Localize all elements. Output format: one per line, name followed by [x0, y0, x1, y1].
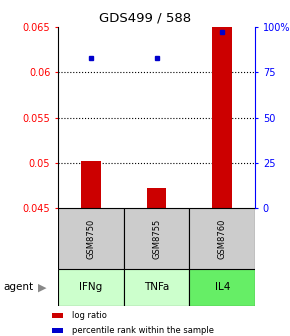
- Bar: [147, 188, 166, 208]
- Text: TNFa: TNFa: [144, 282, 169, 292]
- Bar: [124, 269, 189, 306]
- Bar: [58, 269, 124, 306]
- Text: GDS499 / 588: GDS499 / 588: [99, 12, 191, 25]
- Bar: [189, 269, 255, 306]
- Text: percentile rank within the sample: percentile rank within the sample: [72, 326, 214, 335]
- Bar: [81, 161, 101, 208]
- Text: GSM8750: GSM8750: [86, 218, 95, 259]
- Text: IL4: IL4: [215, 282, 230, 292]
- Text: ▶: ▶: [38, 282, 46, 292]
- Text: IFNg: IFNg: [79, 282, 102, 292]
- Text: agent: agent: [3, 282, 33, 292]
- Bar: [52, 328, 63, 333]
- Text: log ratio: log ratio: [72, 311, 107, 320]
- Bar: [189, 208, 255, 269]
- Bar: [124, 208, 189, 269]
- Bar: [213, 27, 232, 208]
- Bar: [58, 208, 124, 269]
- Text: GSM8755: GSM8755: [152, 218, 161, 259]
- Text: GSM8760: GSM8760: [218, 218, 227, 259]
- Bar: [52, 313, 63, 318]
